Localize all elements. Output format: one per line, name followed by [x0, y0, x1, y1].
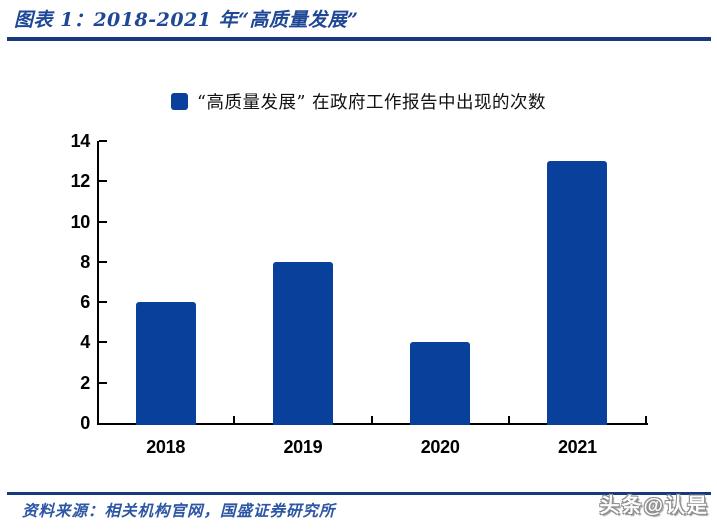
y-axis-label: 12: [70, 171, 91, 192]
x-axis: [97, 423, 648, 425]
y-tick: [99, 140, 107, 142]
bar-2021: [547, 161, 608, 425]
x-axis-label: 2020: [420, 437, 460, 457]
chart-legend: “高质量发展” 在政府工作报告中出现的次数: [0, 89, 717, 114]
x-tick: [233, 416, 236, 423]
x-axis-label: 2021: [557, 437, 597, 457]
y-tick: [99, 180, 107, 183]
y-tick: [99, 341, 107, 344]
legend-label: “高质量发展” 在政府工作报告中出现的次数: [197, 93, 546, 113]
x-tick: [645, 416, 647, 423]
x-tick: [370, 416, 373, 423]
y-axis-label: 6: [80, 292, 90, 313]
y-axis-label: 4: [80, 332, 90, 353]
legend-swatch: [171, 93, 189, 110]
x-axis-label: 2019: [283, 437, 323, 457]
y-axis-label: 2: [80, 372, 90, 393]
y-tick: [99, 301, 107, 304]
watermark: 头条@认是: [599, 495, 709, 517]
source-note: 资料来源：相关机构官网，国盛证券研究所: [22, 501, 336, 520]
y-axis-label: 10: [70, 211, 91, 232]
bar-2020: [410, 342, 471, 425]
y-tick: [99, 381, 107, 384]
y-tick: [99, 260, 107, 263]
bar-2018: [135, 302, 196, 425]
y-axis-label: 14: [70, 131, 91, 151]
footer-divider: [7, 492, 711, 495]
x-tick: [507, 416, 510, 423]
bar-2019: [272, 261, 333, 425]
figure-title: 图表 1：2018-2021 年“高质量发展”: [14, 9, 359, 31]
y-tick: [99, 220, 107, 223]
y-axis-label: 0: [80, 413, 90, 433]
header-divider: [7, 37, 711, 41]
x-axis-label: 2018: [146, 437, 186, 457]
y-axis: [97, 141, 99, 425]
y-axis-label: 8: [80, 251, 90, 272]
